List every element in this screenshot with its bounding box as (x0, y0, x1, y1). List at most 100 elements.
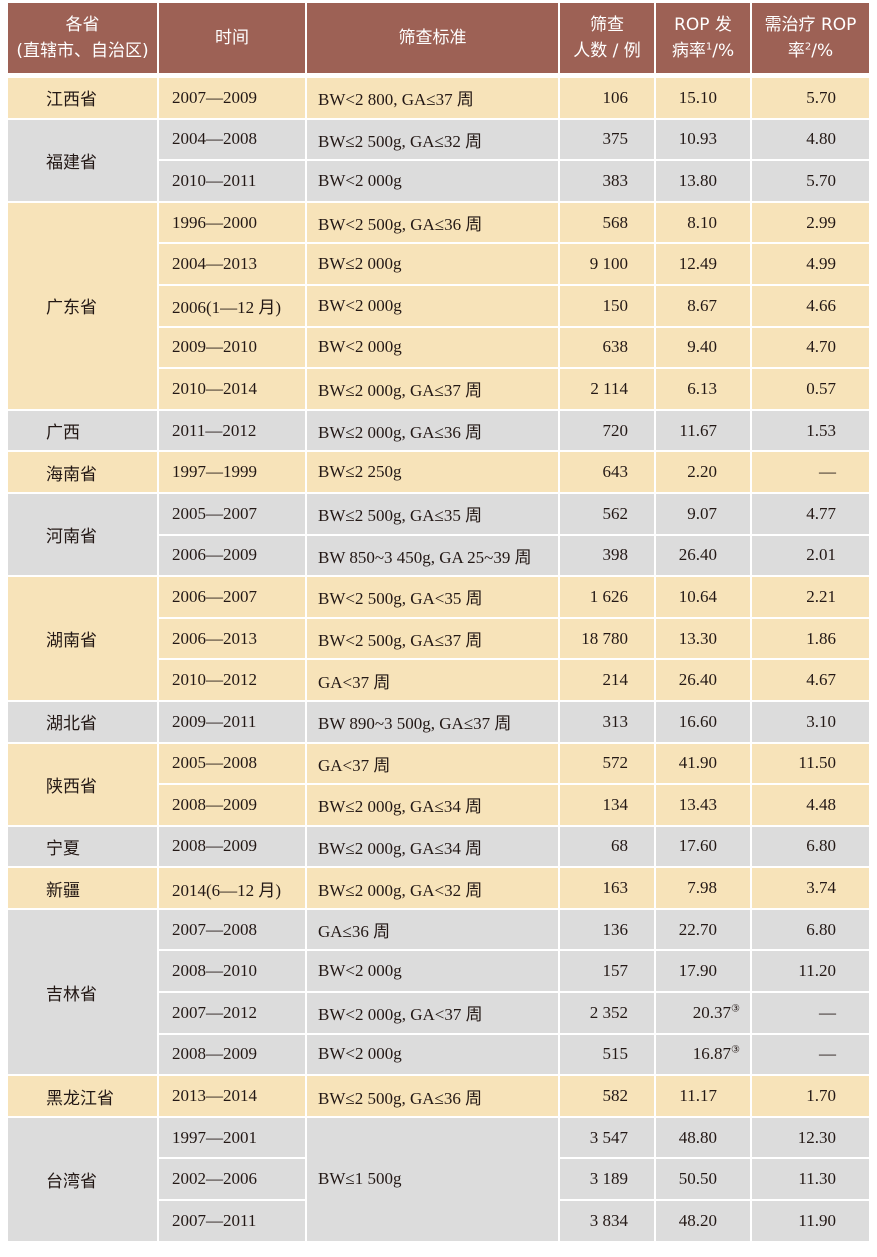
treat-rate-cell: — (752, 1034, 869, 1077)
rop-rate-value: 22.70 (678, 919, 717, 939)
count-cell: 562 (560, 493, 656, 536)
rop-rate-value: 10.93 (678, 129, 717, 149)
rop-rate-value: 16.87 (692, 1044, 732, 1064)
table-row: 2002—2006 3 189 50.50 11.30 (8, 1159, 869, 1202)
criteria-cell: BW≤2 500g, GA≤32 周 (307, 119, 560, 162)
rop-rate-cell: 10.93 (656, 119, 752, 162)
province-cell: 台湾省 (8, 1117, 159, 1243)
rop-rate-value: 8.10 (687, 212, 717, 232)
count-cell: 375 (560, 119, 656, 162)
count-cell: 136 (560, 909, 656, 952)
province-cell: 湖北省 (8, 701, 159, 744)
province-cell: 宁夏 (8, 826, 159, 869)
time-cell: 2002—2006 (159, 1159, 307, 1202)
rop-rate-cell: 41.90 (656, 743, 752, 786)
count-cell: 134 (560, 785, 656, 827)
rop-rate-value: 26.40 (678, 670, 717, 690)
table-row: 2006—2013 BW<2 500g, GA≤37 周 18 780 13.30 1.… (8, 618, 869, 661)
province-cell: 湖南省 (8, 577, 159, 702)
count-cell: 643 (560, 452, 656, 494)
header-count: 筛查 人数 / 例 (560, 3, 656, 78)
rop-rate-cell: 2.20 (656, 452, 752, 494)
count-cell: 313 (560, 701, 656, 744)
time-cell: 2006—2009 (159, 535, 307, 578)
rop-rate-cell: 12.49 (656, 244, 752, 286)
treat-rate-cell: 12.30 (752, 1117, 869, 1160)
criteria-cell: BW≤2 000g, GA≤34 周 (307, 826, 560, 869)
time-cell: 2006(1—12 月) (159, 285, 307, 328)
time-cell: 2010—2014 (159, 369, 307, 411)
treat-rate-cell: 1.53 (752, 410, 869, 453)
time-cell: 2008—2010 (159, 951, 307, 994)
rop-rate-footnote: ③ (731, 1044, 740, 1056)
count-cell: 163 (560, 868, 656, 910)
time-cell: 2010—2012 (159, 660, 307, 702)
rop-rate-value: 20.37 (692, 1002, 732, 1022)
time-cell: 2008—2009 (159, 1034, 307, 1077)
header-criteria: 筛查标准 (307, 3, 560, 78)
criteria-cell: BW<2 500g, GA≤37 周 (307, 618, 560, 661)
table-row: 2008—2010 BW<2 000g 157 17.90 11.20 (8, 951, 869, 994)
time-cell: 1997—2001 (159, 1117, 307, 1160)
rop-rate-value: 11.67 (679, 420, 717, 440)
table-row: 吉林省 2007—2008 GA≤36 周 136 22.70 6.80 (8, 909, 869, 1077)
rop-rate-value: 26.40 (678, 545, 717, 565)
treat-rate-cell: 2.99 (752, 202, 869, 245)
criteria-cell: BW<2 000g (307, 161, 560, 203)
rop-rate-value: 13.43 (678, 794, 717, 814)
treat-rate-cell: 4.67 (752, 660, 869, 702)
criteria-cell: BW≤2 500g, GA≤36 周 (307, 1076, 560, 1118)
header-treat-rate-text: 需治疗 ROP 率 (764, 15, 857, 61)
table-row: 2010—2011 BW<2 000g 383 13.80 5.70 (8, 161, 869, 203)
treat-rate-cell: 6.80 (752, 826, 869, 869)
rop-rate-cell: 15.10 (656, 78, 752, 120)
header-rop-rate-unit: /% (712, 41, 735, 61)
rop-rate-cell: 26.40 (656, 660, 752, 702)
table-row: 台湾省 1997—2001 BW≤1 500g 3 547 48.80 12.30 (8, 1117, 869, 1243)
rop-rate-value: 12.49 (678, 254, 717, 274)
rop-rate-cell: 13.43 (656, 785, 752, 827)
treat-rate-cell: 2.01 (752, 535, 869, 578)
treat-rate-cell: 5.70 (752, 78, 869, 120)
table-row: 湖北省 2009—2011 BW 890~3 500g, GA≤37 周 313 16.… (8, 701, 869, 744)
time-cell: 2013—2014 (159, 1076, 307, 1118)
time-cell: 2006—2007 (159, 577, 307, 619)
table-row: 宁夏 2008—2009 BW≤2 000g, GA≤34 周 68 17.60 6.80 (8, 826, 869, 869)
rop-rate-cell: 17.60 (656, 826, 752, 869)
count-cell: 383 (560, 161, 656, 203)
count-cell: 157 (560, 951, 656, 994)
count-cell: 150 (560, 285, 656, 328)
rop-rate-value: 16.60 (678, 711, 717, 731)
rop-rate-cell: 11.67 (656, 410, 752, 453)
header-row: 各省 (直辖市、自治区) 时间 筛查标准 筛查 人数 / 例 ROP 发 病率1… (8, 3, 869, 78)
header-province-text: 各省 (直辖市、自治区) (16, 15, 149, 61)
criteria-cell: GA<37 周 (307, 743, 560, 786)
table-row: 新疆 2014(6—12 月) BW≤2 000g, GA<32 周 163 7.98 3… (8, 868, 869, 910)
rop-rate-footnote: ③ (731, 1003, 740, 1015)
count-cell: 638 (560, 327, 656, 370)
rop-rate-value: 2.20 (687, 462, 717, 482)
treat-rate-cell: 11.20 (752, 951, 869, 994)
count-cell: 9 100 (560, 244, 656, 286)
time-cell: 1997—1999 (159, 452, 307, 494)
rop-rate-value: 15.10 (678, 87, 717, 107)
province-cell: 海南省 (8, 452, 159, 494)
count-cell: 398 (560, 535, 656, 578)
rop-rate-value: 13.30 (678, 628, 717, 648)
time-cell: 2007—2008 (159, 909, 307, 952)
rop-rate-cell: 9.07 (656, 493, 752, 536)
time-cell: 2007—2011 (159, 1201, 307, 1243)
table-row: 福建省 2004—2008 BW≤2 500g, GA≤32 周 375 10.93 4.… (8, 119, 869, 203)
treat-rate-cell: — (752, 993, 869, 1035)
table-row: 2007—2012 BW<2 000g, GA<37 周2 352 20.37③ — (8, 993, 869, 1035)
header-rop-rate-text: ROP 发 病率 (671, 15, 732, 61)
header-count-text: 筛查 人数 / 例 (573, 15, 641, 61)
criteria-cell: BW 850~3 450g, GA 25~39 周 (307, 535, 560, 578)
rop-rate-value: 10.64 (678, 586, 717, 606)
treat-rate-cell: — (752, 452, 869, 494)
criteria-cell: GA<37 周 (307, 660, 560, 702)
count-cell: 1 626 (560, 577, 656, 619)
table-row: 2006(1—12 月) BW<2 000g 150 8.67 4.66 (8, 285, 869, 328)
